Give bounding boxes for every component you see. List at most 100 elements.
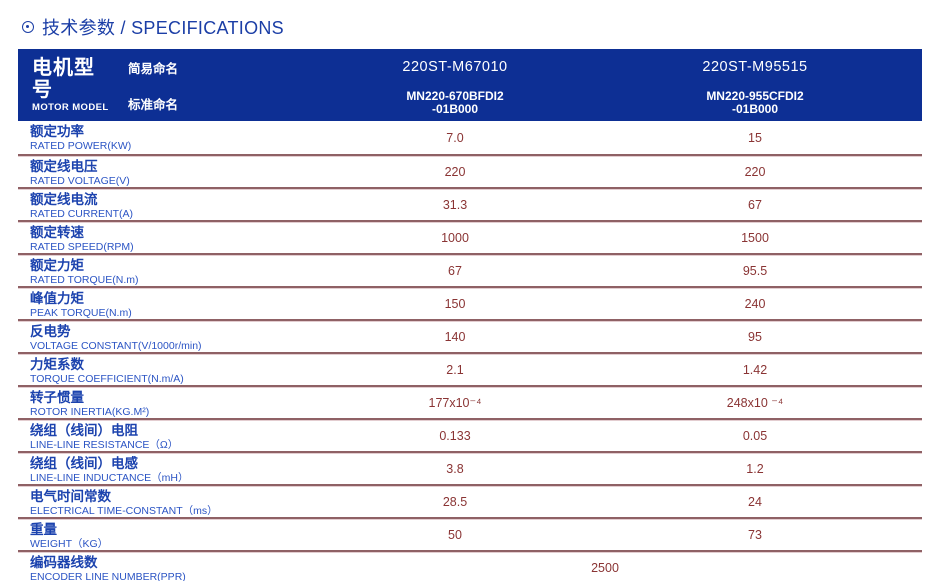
section-title-bar: 技术参数 / SPECIFICATIONS — [22, 14, 950, 40]
row-value-model-1: 2.1 — [446, 362, 464, 377]
row-label-en: ELECTRICAL TIME-CONSTANT（ms） — [30, 505, 218, 517]
row-label-en: RATED TORQUE(N.m) — [30, 274, 139, 286]
model-1-simple-name: 220ST-M67010 — [402, 59, 508, 75]
row-label-en: RATED CURRENT(A) — [30, 208, 134, 220]
row-label-zh: 力矩系数 — [30, 357, 84, 372]
row-value-model-2: 73 — [748, 527, 762, 542]
spec-row-weight: 重量 WEIGHT（KG） 50 73 — [18, 517, 922, 550]
motor-model-label-en: MOTOR MODEL — [32, 102, 109, 113]
row-label-cell: 电气时间常数 ELECTRICAL TIME-CONSTANT（ms） — [18, 486, 305, 517]
model-2-simple-name: 220ST-M95515 — [702, 59, 808, 75]
row-label-zh: 电气时间常数 — [30, 489, 111, 504]
row-label-cell: 绕组（线间）电感 LINE-LINE INDUCTANCE（mH） — [18, 453, 305, 484]
simple-naming-cell: 简易命名 — [115, 49, 305, 85]
row-value-model-2: 0.05 — [742, 428, 768, 443]
row-label-en: RATED SPEED(RPM) — [30, 241, 134, 253]
spec-row-rated-voltage: 额定线电压 RATED VOLTAGE(V) 220 220 — [18, 154, 922, 187]
spec-row-rated-torque: 额定力矩 RATED TORQUE(N.m) 67 95.5 — [18, 253, 922, 286]
model-2-standard-name-line1: MN220-955CFDI2 — [706, 89, 804, 103]
row-label-en: VOLTAGE CONSTANT(V/1000r/min) — [30, 340, 202, 352]
row-label-cell: 编码器线数 ENCODER LINE NUMBER(PPR) — [18, 552, 305, 581]
row-label-cell: 额定线电流 RATED CURRENT(A) — [18, 189, 305, 220]
row-label-cell: 重量 WEIGHT（KG） — [18, 519, 305, 550]
row-label-cell: 力矩系数 TORQUE COEFFICIENT(N.m/A) — [18, 354, 305, 385]
model-column-2-header: 220ST-M95515 MN220-955CFDI2 -01B000 — [605, 49, 905, 121]
row-label-en: PEAK TORQUE(N.m) — [30, 307, 132, 319]
row-value-model-1: 7.0 — [446, 130, 464, 145]
model-column-1-header: 220ST-M67010 MN220-670BFDI2 -01B000 — [305, 49, 605, 121]
row-label-zh: 额定力矩 — [30, 258, 84, 273]
row-label-cell: 转子惯量 ROTOR INERTIA(KG.M²) — [18, 387, 305, 418]
spec-row-rotor-inertia: 转子惯量 ROTOR INERTIA(KG.M²) 177x10⁻⁴ 248x1… — [18, 385, 922, 418]
row-value-model-2: 95 — [748, 329, 762, 344]
row-label-en: WEIGHT（KG） — [30, 538, 109, 550]
row-label-cell: 额定力矩 RATED TORQUE(N.m) — [18, 255, 305, 286]
standard-naming-cell: 标准命名 — [115, 85, 305, 121]
row-value-model-2: 1500 — [741, 230, 769, 245]
row-value-model-1: 1000 — [441, 230, 469, 245]
simple-naming-label: 简易命名 — [128, 61, 179, 76]
row-label-zh: 绕组（线间）电阻 — [30, 423, 138, 438]
row-label-en: ENCODER LINE NUMBER(PPR) — [30, 571, 186, 581]
row-label-en: TORQUE COEFFICIENT(N.m/A) — [30, 373, 184, 385]
row-value-model-1: 67 — [448, 263, 462, 278]
row-value-model-2: 67 — [748, 197, 762, 212]
row-label-en: RATED POWER(KW) — [30, 140, 132, 152]
row-label-cell: 额定转速 RATED SPEED(RPM) — [18, 222, 305, 253]
row-label-cell: 额定线电压 RATED VOLTAGE(V) — [18, 156, 305, 187]
row-value-merged: 2500 — [591, 560, 619, 575]
row-label-zh: 绕组（线间）电感 — [30, 456, 138, 471]
row-label-zh: 转子惯量 — [30, 390, 84, 405]
row-value-model-1: 0.133 — [439, 428, 471, 443]
row-label-cell: 反电势 VOLTAGE CONSTANT(V/1000r/min) — [18, 321, 305, 352]
row-label-cell: 绕组（线间）电阻 LINE-LINE RESISTANCE（Ω） — [18, 420, 305, 451]
spec-sheet-page: 技术参数 / SPECIFICATIONS 电机型号 MOTOR MODEL 简… — [0, 14, 950, 581]
row-value-model-1: 150 — [444, 296, 466, 311]
row-label-zh: 反电势 — [30, 324, 71, 339]
row-value-model-1: 50 — [448, 527, 462, 542]
row-label-en: LINE-LINE RESISTANCE（Ω） — [30, 439, 179, 451]
spec-row-rated-power: 额定功率 RATED POWER(KW) 7.0 15 — [18, 121, 922, 154]
row-value-model-1: 140 — [444, 329, 466, 344]
circle-dot-icon — [22, 21, 34, 33]
specifications-table: 电机型号 MOTOR MODEL 简易命名 标准命名 220ST-M67010 … — [18, 49, 922, 581]
row-value-model-2: 15 — [748, 130, 762, 145]
row-value-model-1: 3.8 — [446, 461, 464, 476]
spec-row-line-inductance: 绕组（线间）电感 LINE-LINE INDUCTANCE（mH） 3.8 1.… — [18, 451, 922, 484]
model-1-standard-name-cell: MN220-670BFDI2 -01B000 — [305, 85, 605, 121]
model-2-standard-name-line2: -01B000 — [731, 102, 779, 116]
standard-naming-label: 标准命名 — [128, 97, 179, 112]
row-value-model-2: 95.5 — [742, 263, 768, 278]
model-1-standard-name-line1: MN220-670BFDI2 — [406, 89, 504, 103]
row-label-en: LINE-LINE INDUCTANCE（mH） — [30, 472, 189, 484]
row-label-zh: 额定功率 — [30, 124, 84, 139]
row-value-model-2: 1.2 — [746, 461, 764, 476]
model-2-simple-name-cell: 220ST-M95515 — [605, 49, 905, 85]
model-1-standard-name-line2: -01B000 — [431, 102, 479, 116]
row-value-model-2: 24 — [748, 494, 762, 509]
spec-row-torque-coefficient: 力矩系数 TORQUE COEFFICIENT(N.m/A) 2.1 1.42 — [18, 352, 922, 385]
motor-model-label-zh: 电机型号 — [32, 57, 95, 101]
row-label-en: ROTOR INERTIA(KG.M²) — [30, 406, 150, 418]
row-value-model-2: 240 — [744, 296, 766, 311]
row-value-model-1: 177x10⁻⁴ — [428, 396, 482, 410]
row-value-model-1: 31.3 — [442, 197, 468, 212]
row-label-en: RATED VOLTAGE(V) — [30, 175, 130, 187]
page-title: 技术参数 / SPECIFICATIONS — [42, 18, 284, 38]
model-1-simple-name-cell: 220ST-M67010 — [305, 49, 605, 85]
naming-labels-column: 简易命名 标准命名 — [115, 49, 305, 121]
row-label-zh: 编码器线数 — [30, 555, 98, 570]
row-value-model-2: 248x10 ⁻⁴ — [726, 396, 784, 410]
row-label-zh: 额定线电压 — [30, 159, 98, 174]
spec-row-rated-current: 额定线电流 RATED CURRENT(A) 31.3 67 — [18, 187, 922, 220]
row-label-zh: 额定转速 — [30, 225, 84, 240]
model-2-standard-name-cell: MN220-955CFDI2 -01B000 — [605, 85, 905, 121]
spec-row-electrical-time-constant: 电气时间常数 ELECTRICAL TIME-CONSTANT（ms） 28.5… — [18, 484, 922, 517]
row-label-zh: 峰值力矩 — [30, 291, 84, 306]
row-label-cell: 峰值力矩 PEAK TORQUE(N.m) — [18, 288, 305, 319]
row-value-model-2: 1.42 — [742, 362, 768, 377]
spec-row-peak-torque: 峰值力矩 PEAK TORQUE(N.m) 150 240 — [18, 286, 922, 319]
row-label-cell: 额定功率 RATED POWER(KW) — [18, 121, 305, 154]
row-label-zh: 重量 — [30, 522, 57, 537]
row-value-model-1: 220 — [444, 164, 466, 179]
